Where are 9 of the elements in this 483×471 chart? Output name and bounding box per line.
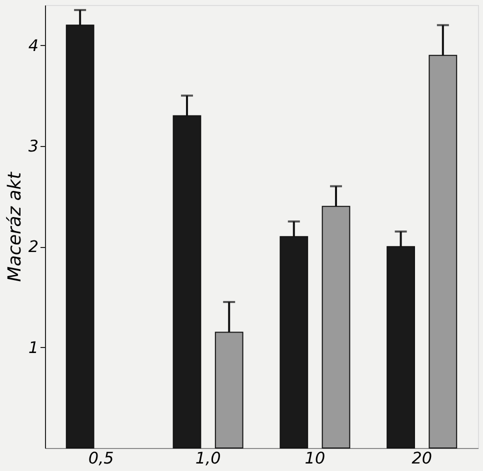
- x-tick-label: 0,5: [88, 448, 114, 468]
- y-tick-label: 4: [28, 36, 38, 55]
- y-axis-title: Maceráz akt: [4, 171, 26, 282]
- y-tick-label: 3: [28, 136, 38, 156]
- x-tick-label: 10: [304, 448, 326, 468]
- x-tick-label: 1,0: [195, 448, 221, 468]
- x-tick-label: 20: [412, 448, 432, 468]
- y-tick-label: 2: [28, 237, 38, 256]
- y-tick-label: 1: [28, 338, 38, 357]
